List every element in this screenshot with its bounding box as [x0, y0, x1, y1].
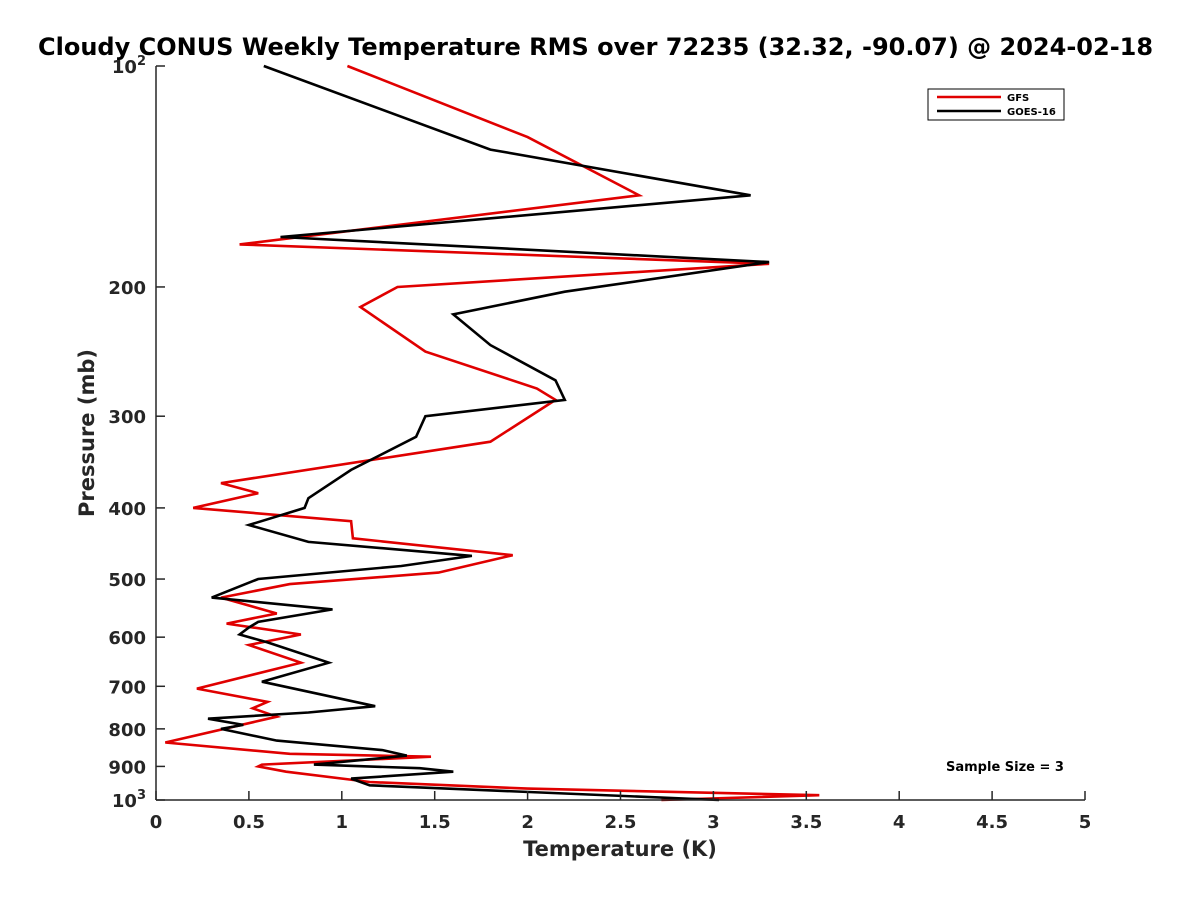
- y-tick-label: 200: [108, 278, 146, 299]
- y-tick-label: 300: [108, 407, 146, 428]
- x-ticks: 0 0.5 1 1.5 2 2.5 3 3.5 4 4.5 5: [150, 791, 1092, 833]
- x-axis-label: Temperature (K): [523, 837, 717, 861]
- y-tick-label: 400: [108, 499, 146, 520]
- y-tick-label: 102: [112, 54, 146, 78]
- x-tick-label: 1.5: [419, 812, 451, 833]
- y-tick-base: 10: [112, 791, 137, 812]
- x-tick-label: 4.5: [976, 812, 1008, 833]
- x-tick-label: 0: [150, 812, 163, 833]
- x-tick-label: 4: [893, 812, 906, 833]
- y-tick-label: 700: [108, 677, 146, 698]
- x-tick-label: 3.5: [790, 812, 822, 833]
- y-tick-label: 500: [108, 570, 146, 591]
- y-axis-label: Pressure (mb): [75, 349, 99, 517]
- y-tick-exponent: 3: [137, 788, 146, 803]
- y-tick-label: 600: [108, 628, 146, 649]
- x-tick-label: 1: [336, 812, 349, 833]
- plot-area: [156, 66, 1085, 800]
- y-tick-label: 103: [112, 788, 146, 812]
- legend-label: GOES-16: [1007, 107, 1056, 118]
- legend-label: GFS: [1007, 93, 1029, 104]
- y-tick-label: 900: [108, 757, 146, 778]
- x-tick-label: 5: [1079, 812, 1092, 833]
- series-line-goes-16: [207, 64, 770, 802]
- x-tick-label: 2: [521, 812, 534, 833]
- sample-size-annotation: Sample Size = 3: [946, 760, 1064, 775]
- legend: GFS GOES-16: [927, 88, 1065, 121]
- y-tick-base: 10: [112, 57, 137, 78]
- x-tick-label: 0.5: [233, 812, 265, 833]
- chart-title: Cloudy CONUS Weekly Temperature RMS over…: [38, 33, 1153, 61]
- x-tick-label: 2.5: [605, 812, 637, 833]
- y-tick-exponent: 2: [137, 54, 146, 69]
- legend-box: [927, 88, 1065, 121]
- y-tick-label: 800: [108, 720, 146, 741]
- series-layer: [165, 64, 820, 802]
- x-tick-label: 3: [707, 812, 720, 833]
